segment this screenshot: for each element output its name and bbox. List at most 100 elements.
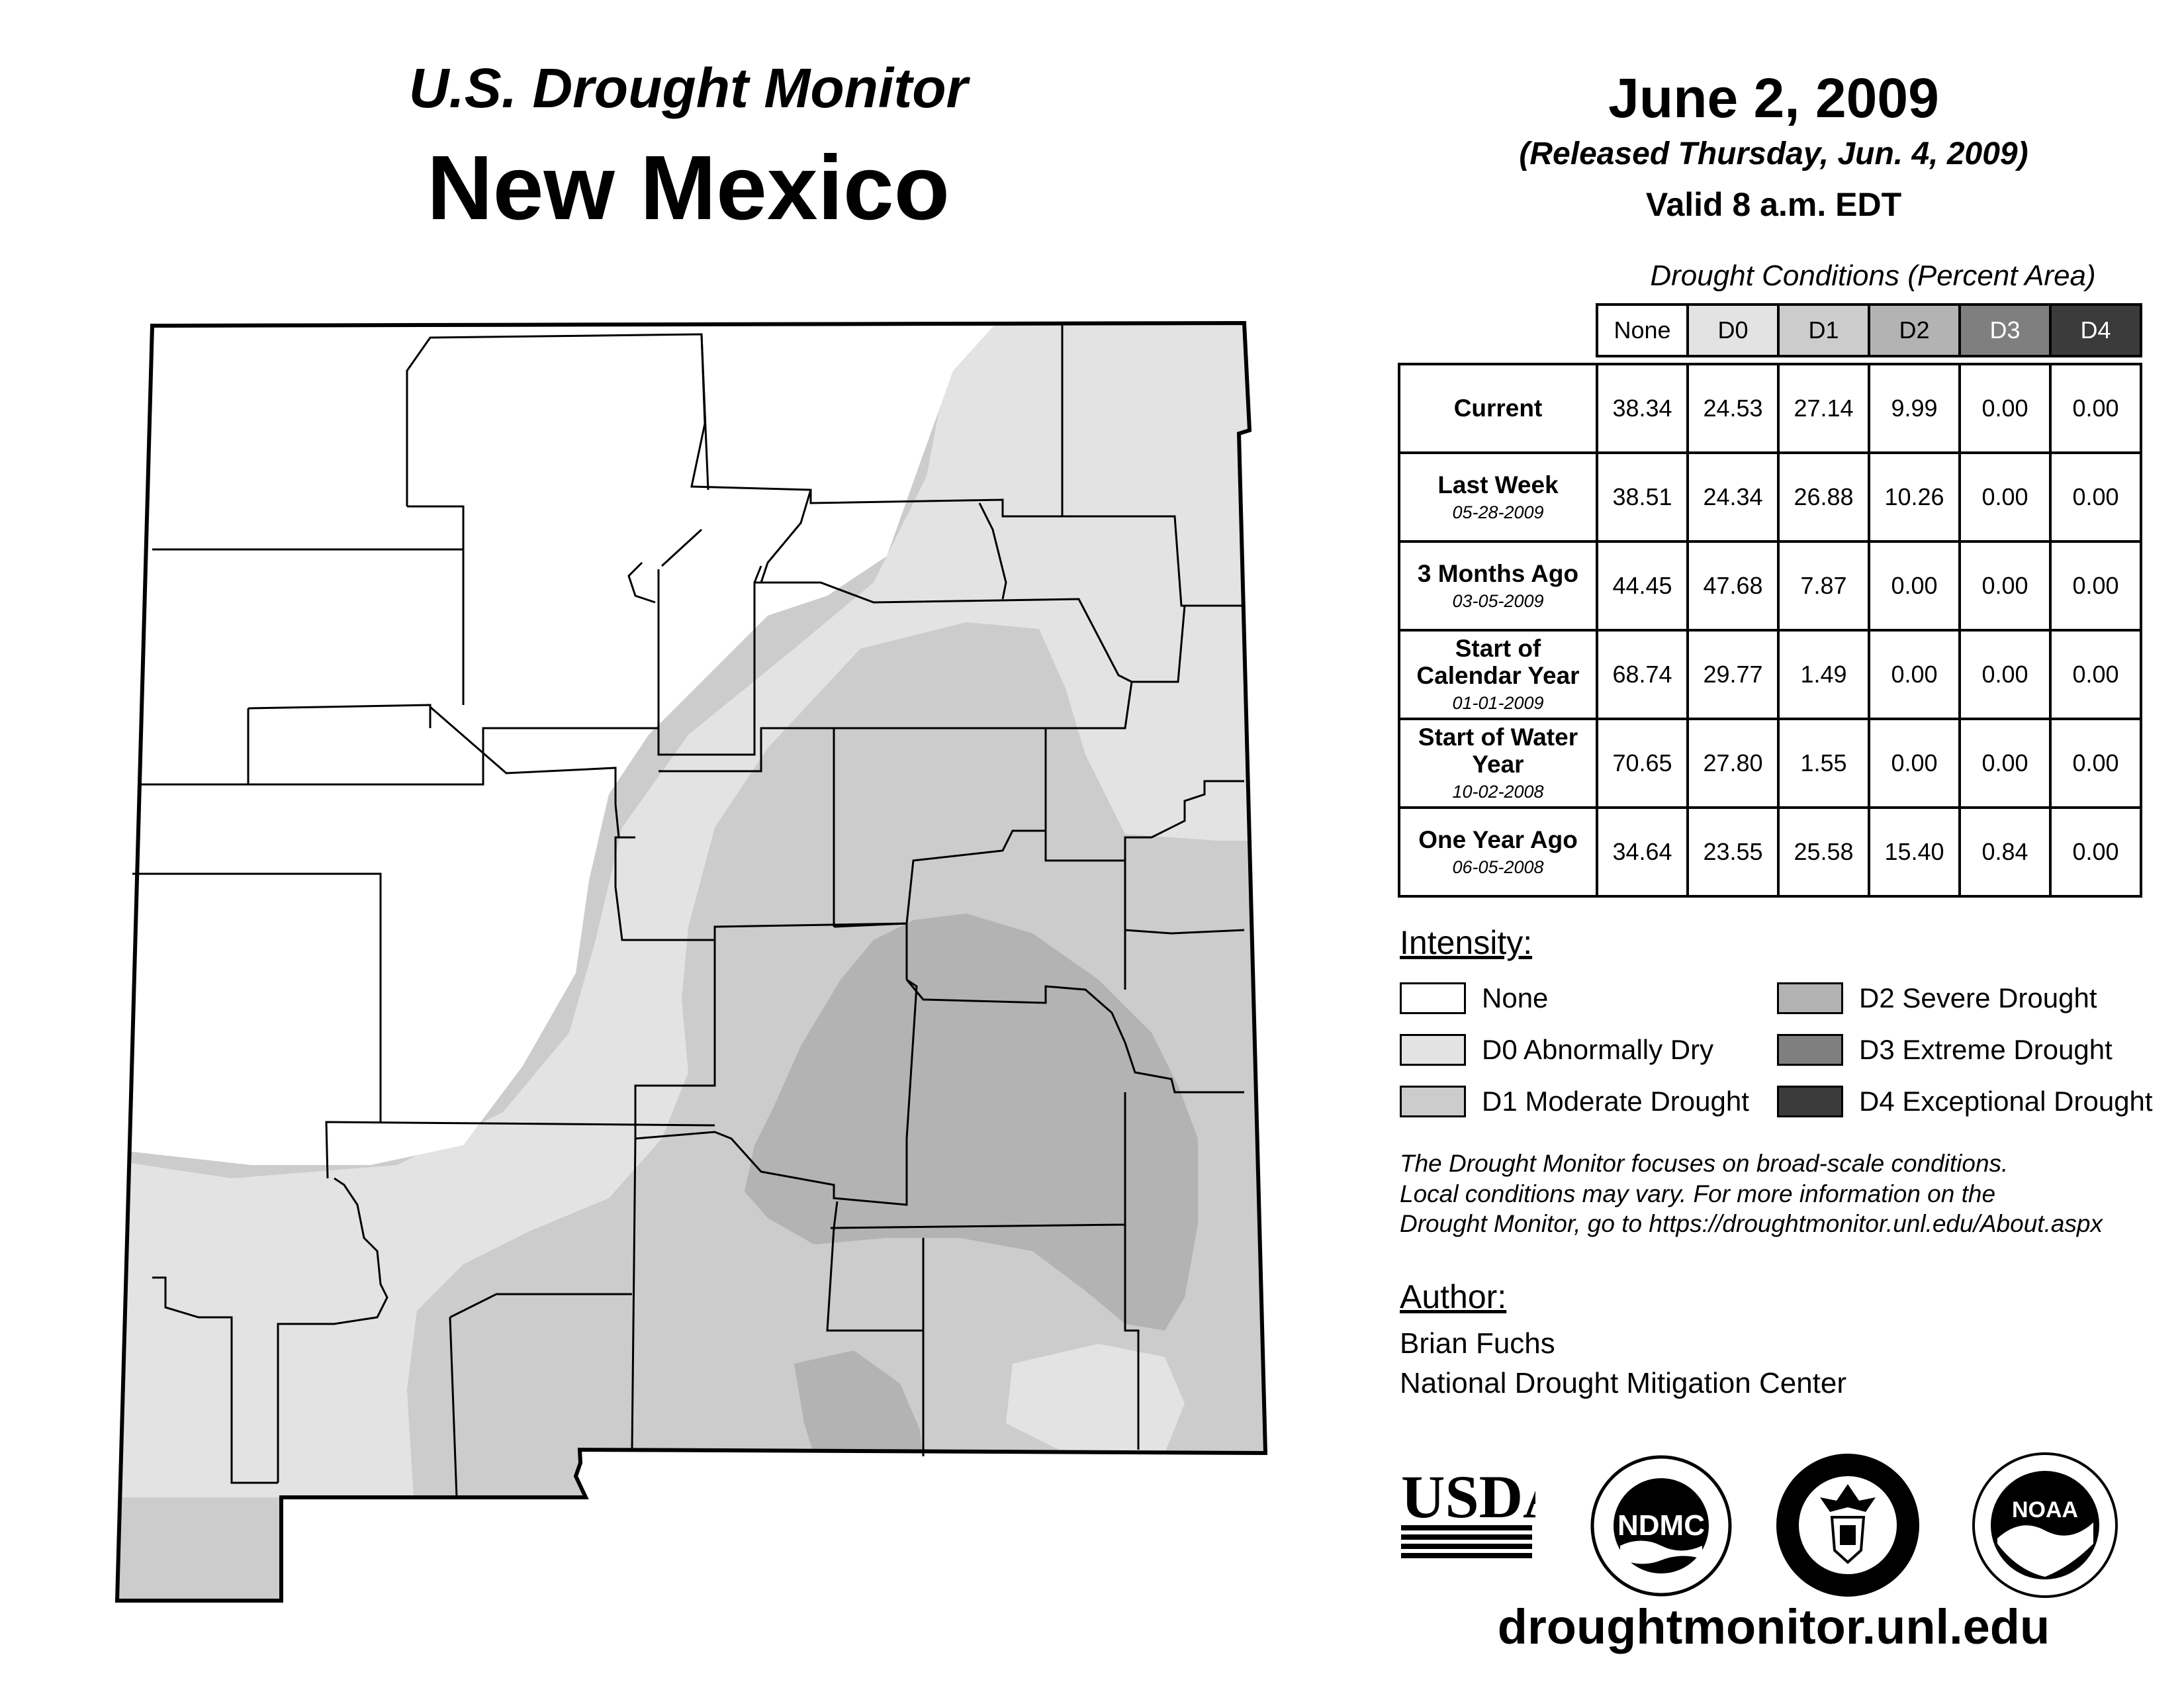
table-cell: 23.55: [1686, 806, 1780, 898]
table-cell: 9.99: [1868, 363, 1961, 454]
table-cell: 44.45: [1596, 540, 1689, 632]
table-cell: 25.58: [1777, 806, 1870, 898]
table-cell: 26.88: [1777, 451, 1870, 543]
d2-area-central: [745, 914, 1198, 1331]
valid-time: Valid 8 a.m. EDT: [1645, 186, 1902, 223]
legend-label: None: [1482, 982, 1549, 1013]
legend-label: D0 Abnormally Dry: [1482, 1034, 1714, 1065]
d0-area: [117, 323, 1265, 1497]
table-corner: [1399, 305, 1597, 356]
row-label: Current: [1398, 363, 1598, 454]
legend-swatch: [1400, 982, 1466, 1014]
map-date: June 2, 2009: [1608, 67, 1939, 129]
table-cell: 24.53: [1686, 363, 1780, 454]
table-cell: 0.00: [1958, 718, 2052, 809]
table-cell: 47.68: [1686, 540, 1780, 632]
table-cell: 29.77: [1686, 629, 1780, 720]
table-cell: 1.55: [1777, 718, 1870, 809]
table-cell: 7.87: [1777, 540, 1870, 632]
author-title: Author:: [1400, 1278, 1507, 1315]
table-cell: 0.00: [1868, 540, 1961, 632]
legend-label: D2 Severe Drought: [1859, 982, 2097, 1013]
disclaimer-line: The Drought Monitor focuses on broad-sca…: [1400, 1150, 2009, 1177]
table-cell: 0.00: [1958, 629, 2052, 720]
column-header-d0: D0: [1686, 303, 1780, 357]
noaa-logo: NOAA: [1972, 1452, 2118, 1598]
table-cell: 0.00: [2049, 540, 2142, 632]
table-cell: 34.64: [1596, 806, 1689, 898]
column-header-d2: D2: [1868, 303, 1961, 357]
legend-swatch: [1400, 1034, 1466, 1066]
legend-item-d3: D3 Extreme Drought: [1777, 1033, 2113, 1067]
table-cell: 0.00: [1958, 540, 2052, 632]
table-cell: 1.49: [1777, 629, 1870, 720]
ndmc-logo-text: NDMC: [1617, 1509, 1705, 1542]
legend-label: D4 Exceptional Drought: [1859, 1086, 2153, 1117]
table-cell: 0.00: [1868, 718, 1961, 809]
noaa-logo-text: NOAA: [2012, 1497, 2078, 1523]
row-label: One Year Ago 06-05-2008: [1398, 806, 1598, 898]
table-row: Start of Calendar Year 01-01-2009 68.74 2…: [1398, 629, 2142, 720]
table-cell: 0.00: [2049, 629, 2142, 720]
legend-item-none: None: [1400, 981, 1548, 1015]
release-date: (Released Thursday, Jun. 4, 2009): [1519, 136, 2028, 171]
drought-conditions-table: None D0 D1 D2 D3 D4 Current 38.34 24.53 …: [1398, 303, 2142, 898]
usda-logo: USDA: [1401, 1463, 1535, 1558]
table-cell: 0.84: [1958, 806, 2052, 898]
table-cell: 0.00: [2049, 806, 2142, 898]
table-cell: 24.34: [1686, 451, 1780, 543]
row-label: Start of Calendar Year 01-01-2009: [1398, 629, 1598, 720]
table-row: One Year Ago 06-05-2008 34.64 23.55 25.58…: [1398, 806, 2142, 898]
department-of-commerce-seal: [1776, 1454, 1919, 1597]
usda-logo-text: USDA: [1401, 1463, 1535, 1530]
row-label: Start of Water Year 10-02-2008: [1398, 718, 1598, 809]
legend-item-d1: D1 Moderate Drought: [1400, 1084, 1749, 1119]
legend-item-d0: D0 Abnormally Dry: [1400, 1033, 1713, 1067]
website-url[interactable]: droughtmonitor.unl.edu: [1497, 1599, 2050, 1654]
county-boundaries: [132, 324, 1245, 1498]
legend-swatch: [1400, 1086, 1466, 1117]
table-cell: 27.80: [1686, 718, 1780, 809]
table-header-row: None D0 D1 D2 D3 D4: [1399, 303, 2142, 357]
legend-label: D3 Extreme Drought: [1859, 1034, 2113, 1065]
map-title: New Mexico: [427, 137, 950, 239]
legend-item-d4: D4 Exceptional Drought: [1777, 1084, 2153, 1119]
table-caption: Drought Conditions (Percent Area): [1650, 259, 2096, 292]
column-header-d3: D3: [1958, 303, 2052, 357]
column-header-d4: D4: [2049, 303, 2142, 357]
legend-title: Intensity:: [1400, 924, 1533, 961]
table-cell: 15.40: [1868, 806, 1961, 898]
table-cell: 68.74: [1596, 629, 1689, 720]
table-cell: 70.65: [1596, 718, 1689, 809]
disclaimer-line: Local conditions may vary. For more info…: [1400, 1180, 1996, 1207]
table-cell: 0.00: [2049, 363, 2142, 454]
table-row: 3 Months Ago 03-05-2009 44.45 47.68 7.87 …: [1398, 540, 2142, 632]
ndmc-logo: NDMC: [1590, 1455, 1732, 1597]
row-label: Last Week 05-28-2009: [1398, 451, 1598, 543]
state-boundary: [114, 320, 1268, 1603]
row-label: 3 Months Ago 03-05-2009: [1398, 540, 1598, 632]
table-cell: 38.51: [1596, 451, 1689, 543]
table-cell: 0.00: [1958, 363, 2052, 454]
table-row: Last Week 05-28-2009 38.51 24.34 26.88 10…: [1398, 451, 2142, 543]
table-cell: 10.26: [1868, 451, 1961, 543]
table-cell: 0.00: [2049, 718, 2142, 809]
table-cell: 0.00: [1868, 629, 1961, 720]
table-cell: 38.34: [1596, 363, 1689, 454]
disclaimer-line: Drought Monitor, go to https://droughtmo…: [1400, 1210, 2103, 1237]
legend-swatch: [1777, 982, 1843, 1014]
new-mexico-drought-map: [114, 320, 1268, 1603]
map-subtitle: U.S. Drought Monitor: [408, 57, 968, 119]
legend-swatch: [1777, 1086, 1843, 1117]
author-organization: National Drought Mitigation Center: [1400, 1367, 1847, 1399]
column-header-d1: D1: [1777, 303, 1870, 357]
legend-swatch: [1777, 1034, 1843, 1066]
legend-label: D1 Moderate Drought: [1482, 1086, 1749, 1117]
author-name: Brian Fuchs: [1400, 1327, 1555, 1360]
disclaimer-text: The Drought Monitor focuses on broad-sca…: [1400, 1149, 2167, 1239]
column-header-none: None: [1596, 303, 1689, 357]
table-row: Start of Water Year 10-02-2008 70.65 27.8…: [1398, 718, 2142, 809]
table-row: Current 38.34 24.53 27.14 9.99 0.00 0.00: [1398, 363, 2142, 454]
table-cell: 0.00: [2049, 451, 2142, 543]
legend-item-d2: D2 Severe Drought: [1777, 981, 2097, 1015]
